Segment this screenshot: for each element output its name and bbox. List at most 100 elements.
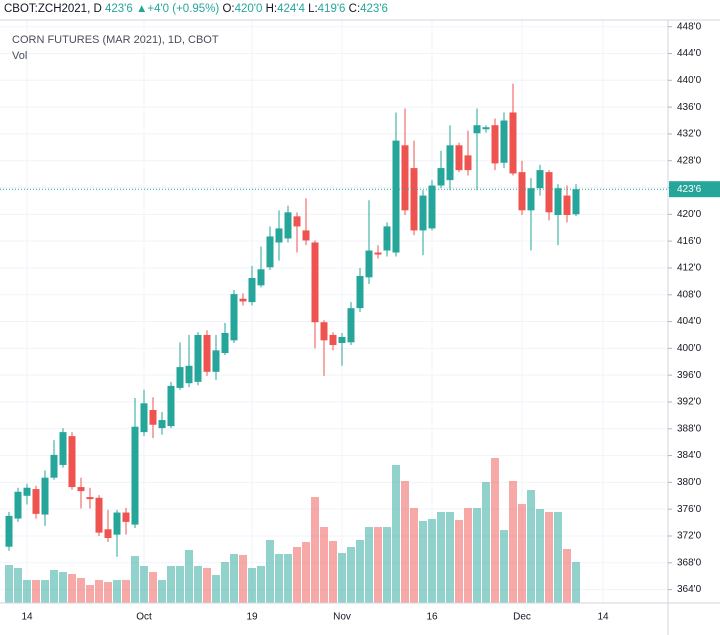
volume-bar [374, 527, 382, 603]
change: +4'0 (+0.95%) [147, 3, 220, 15]
volume-bar [491, 458, 499, 603]
last-price-label: 423'6 [677, 184, 702, 195]
candle-body [95, 497, 103, 533]
x-tick-label: 14 [597, 612, 609, 623]
h-value: 424'4 [277, 3, 305, 15]
y-tick-label: 428'0 [677, 155, 702, 166]
x-tick-label: Nov [333, 612, 351, 623]
candle-body [203, 334, 211, 372]
volume-label: Vol [12, 50, 27, 62]
candle-body [59, 432, 67, 465]
candle-body [275, 228, 283, 243]
volume-bar [293, 547, 301, 603]
volume-bar [419, 521, 427, 603]
candle-body [518, 172, 526, 211]
y-tick-label: 436'0 [677, 102, 702, 113]
volume-bar [446, 512, 454, 603]
candle-body [194, 334, 202, 382]
volume-bar [167, 566, 175, 603]
candle-body [50, 454, 58, 478]
candle-body [329, 334, 337, 346]
candle-body [572, 189, 580, 215]
candle-body [239, 298, 247, 302]
volume-bar [284, 554, 292, 603]
candle-body [284, 212, 292, 239]
candle-body [464, 155, 472, 171]
candle-body [338, 336, 346, 343]
h-label: H: [265, 3, 278, 15]
candle-body [257, 269, 265, 286]
volume-bar [203, 568, 211, 603]
x-tick-label: 14 [21, 612, 33, 623]
c-value: 423'6 [360, 3, 388, 15]
candle-body [221, 332, 229, 354]
volume-bar [428, 519, 436, 603]
candle-body [212, 350, 220, 372]
candle-body [14, 491, 22, 519]
candle-body [500, 120, 508, 163]
volume-bar [383, 527, 391, 603]
volume-bar [104, 582, 112, 603]
volume-bar [356, 540, 364, 603]
y-tick-label: 372'0 [677, 531, 702, 542]
candle-body [5, 515, 13, 547]
candle-body [41, 477, 49, 515]
volume-bar [401, 481, 409, 603]
candle-body [230, 294, 238, 341]
volume-bar [311, 497, 319, 603]
volume-bar [554, 512, 562, 603]
volume-bar [50, 570, 58, 603]
volume-bar [194, 566, 202, 603]
y-tick-label: 408'0 [677, 289, 702, 300]
candle-body [563, 195, 571, 216]
volume-bar [212, 575, 220, 603]
y-tick-label: 420'0 [677, 209, 702, 220]
candle-body [437, 168, 445, 186]
o-value: 420'0 [234, 3, 263, 15]
chart-title: CORN FUTURES (MAR 2021), 1D, CBOT [12, 34, 219, 46]
volume-bar [221, 562, 229, 603]
l-value: 419'6 [317, 3, 346, 15]
y-tick-label: 392'0 [677, 397, 702, 408]
price: 423'6 [104, 3, 133, 15]
volume-bar [455, 520, 463, 603]
volume-bar [572, 562, 580, 603]
candle-body [365, 250, 373, 278]
candle-body [509, 112, 517, 174]
candle-body [122, 512, 130, 522]
y-tick-label: 448'0 [677, 21, 702, 32]
x-tick-label: Oct [136, 612, 152, 623]
c-label: C: [348, 3, 361, 15]
volume-bar [473, 508, 481, 603]
y-tick-label: 400'0 [677, 343, 702, 354]
volume-bar [275, 554, 283, 603]
candle-body [86, 497, 94, 500]
x-tick-label: Dec [513, 612, 531, 623]
candle-body [131, 426, 139, 525]
volume-bar [239, 555, 247, 603]
y-tick-label: 380'0 [677, 477, 702, 488]
candle-body [68, 436, 76, 488]
candle-body [491, 125, 499, 164]
volume-bar [68, 574, 76, 603]
last-price-box [669, 181, 720, 198]
candle-body [311, 242, 319, 323]
symbol: CBOT:ZCH2021, D [4, 3, 102, 15]
candle-body [113, 512, 121, 535]
o-label: O: [222, 3, 235, 15]
volume-bar [482, 482, 490, 603]
volume-bar [437, 512, 445, 603]
candle-body [446, 145, 454, 181]
l-label: L: [308, 3, 318, 15]
volume-bar [230, 554, 238, 603]
volume-bar [257, 566, 265, 603]
candle-body [401, 145, 409, 211]
candle-body [140, 403, 148, 433]
y-tick-label: 432'0 [677, 129, 702, 140]
y-tick-label: 368'0 [677, 557, 702, 568]
y-tick-label: 416'0 [677, 236, 702, 247]
candle-body [419, 195, 427, 231]
y-tick-label: 440'0 [677, 75, 702, 86]
